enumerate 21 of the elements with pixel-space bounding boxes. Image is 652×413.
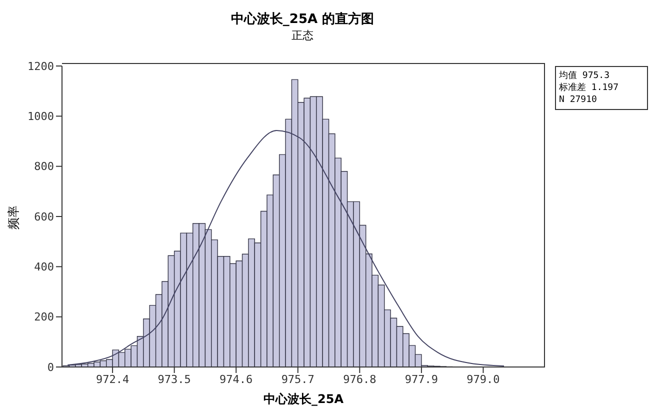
y-tick-label: 0 bbox=[47, 360, 54, 374]
x-tick-label: 979.0 bbox=[466, 372, 500, 386]
chart-subtitle: 正态 bbox=[290, 28, 314, 43]
y-tick-label: 1000 bbox=[28, 110, 54, 124]
y-tick-label: 600 bbox=[34, 210, 54, 224]
text: N 27910 bbox=[559, 94, 598, 106]
y-tick-label: 800 bbox=[34, 160, 54, 174]
x-tick-label: 975.7 bbox=[281, 372, 314, 386]
x-tick-label: 976.8 bbox=[343, 372, 376, 386]
y-axis-title: 频率 bbox=[6, 205, 22, 229]
y-tick-label: 200 bbox=[34, 310, 54, 324]
x-axis-title: 中心波长_25A bbox=[262, 391, 344, 408]
text: 标准差 1.197 bbox=[559, 82, 620, 94]
x-tick-label: 977.9 bbox=[404, 372, 438, 386]
y-tick-label: 400 bbox=[34, 260, 54, 274]
y-tick-label: 1200 bbox=[28, 60, 54, 73]
x-tick-label: 974.6 bbox=[220, 372, 253, 386]
chart-title: 中心波长_25A 的直方图 bbox=[230, 10, 376, 28]
x-tick-label: 973.5 bbox=[158, 372, 191, 386]
text: 均值 975.3 bbox=[559, 70, 611, 82]
x-tick-label: 972.4 bbox=[96, 372, 130, 386]
